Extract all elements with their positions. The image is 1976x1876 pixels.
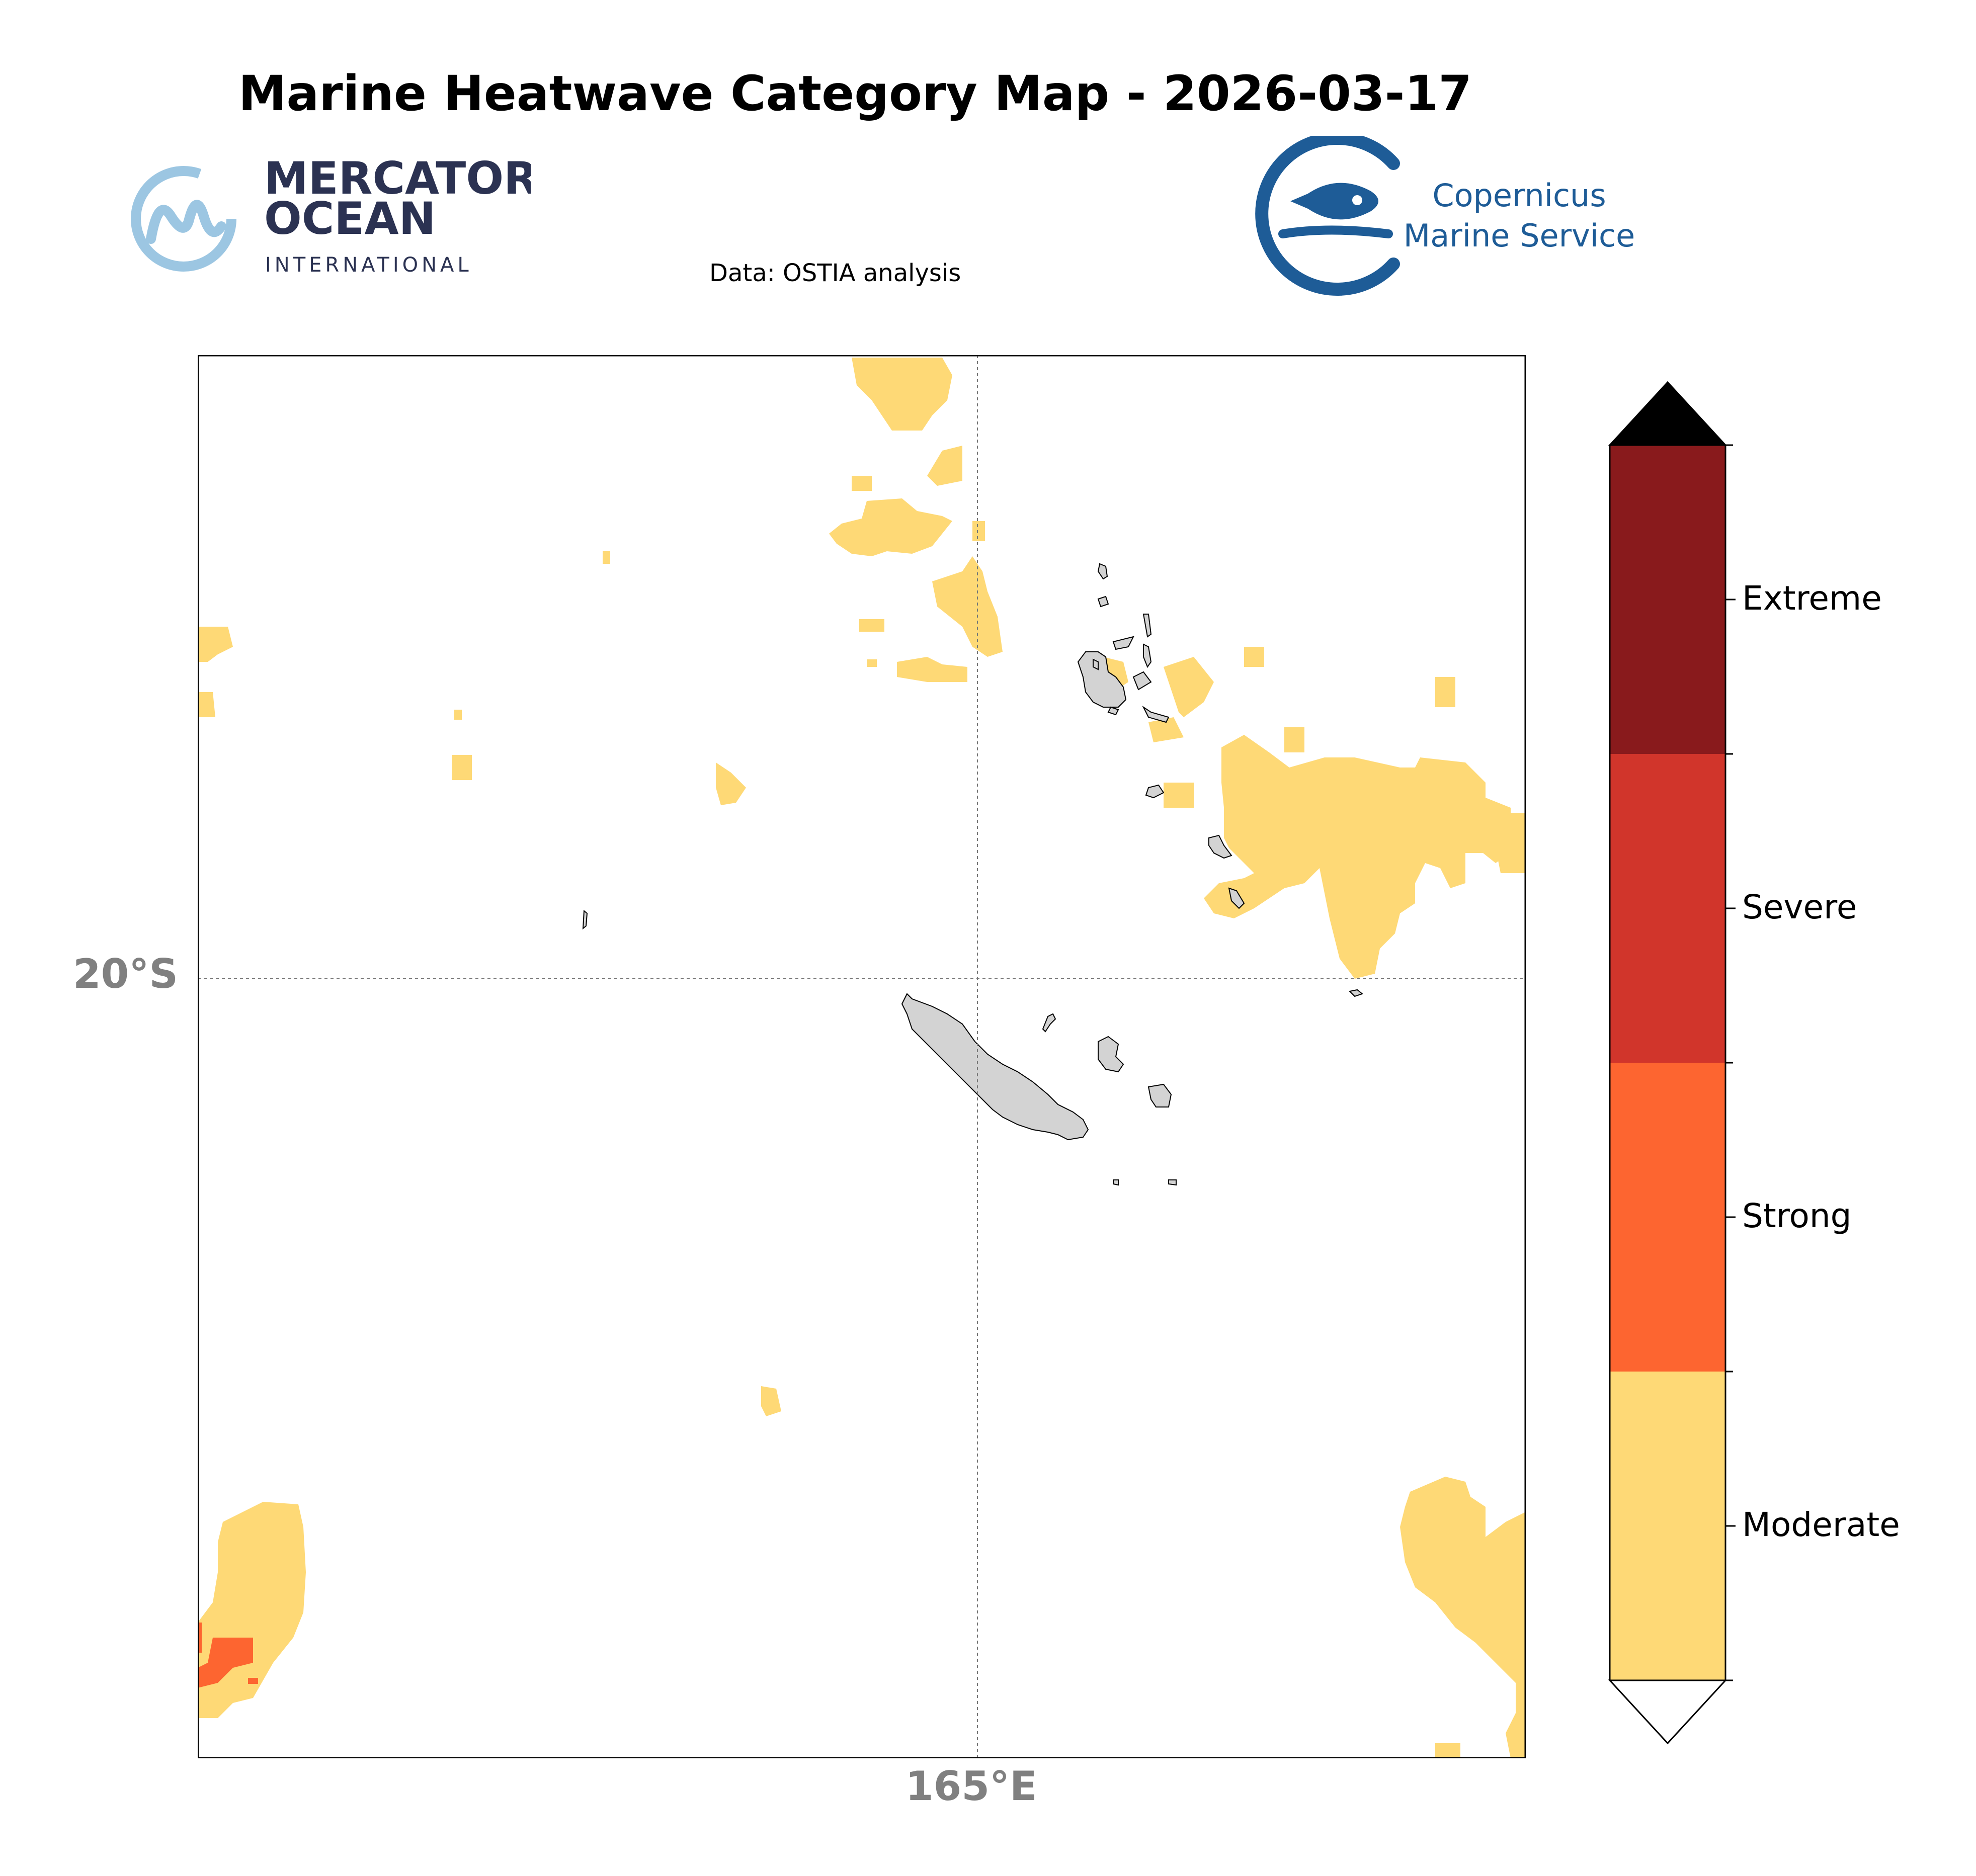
map-title: Marine Heatwave Category Map - 2026-03-1… [238,65,1472,122]
legend-label-moderate: Moderate [1742,1505,1900,1544]
colorbar-ticks [1725,444,1736,1681]
data-source-label: Data: OSTIA analysis [709,259,961,287]
colorbar-under-arrow [1608,1679,1727,1745]
mercator-ocean-logo: MERCATOR OCEAN INTERNATIONAL [131,156,531,277]
land-masses [582,563,1364,1186]
strong-heatwave-areas [198,1623,258,1688]
legend-label-severe: Severe [1742,888,1857,926]
ocean-background [198,355,1526,1758]
latitude-label-20s: 20°S [73,951,178,997]
mercator-wave-icon [131,166,236,272]
heatwave-map [198,355,1526,1758]
copernicus-fish-icon [1255,136,1400,296]
mercator-line1: MERCATOR [264,156,531,204]
colorbar-strong-band [1610,1063,1725,1372]
map-frame [198,355,1526,1758]
category-colorbar: Extreme Severe Strong Moderate [1608,381,1900,1745]
colorbar-moderate-band [1610,1372,1725,1680]
longitude-label-165e: 165°E [905,1763,1037,1810]
new-caledonia-island [901,993,1089,1141]
copernicus-line2: Marine Service [1404,217,1635,254]
colorbar-over-arrow [1608,381,1727,446]
copernicus-line1: Copernicus [1432,177,1606,214]
colorbar-extreme-band [1610,445,1725,754]
mercator-line3: INTERNATIONAL [265,253,472,277]
mercator-line2: OCEAN [264,193,436,244]
legend-label-extreme: Extreme [1742,579,1882,618]
colorbar-severe-band [1610,754,1725,1063]
legend-label-strong: Strong [1742,1197,1852,1235]
copernicus-marine-logo: Copernicus Marine Service [1255,136,1635,296]
gridlines [198,355,1526,1758]
